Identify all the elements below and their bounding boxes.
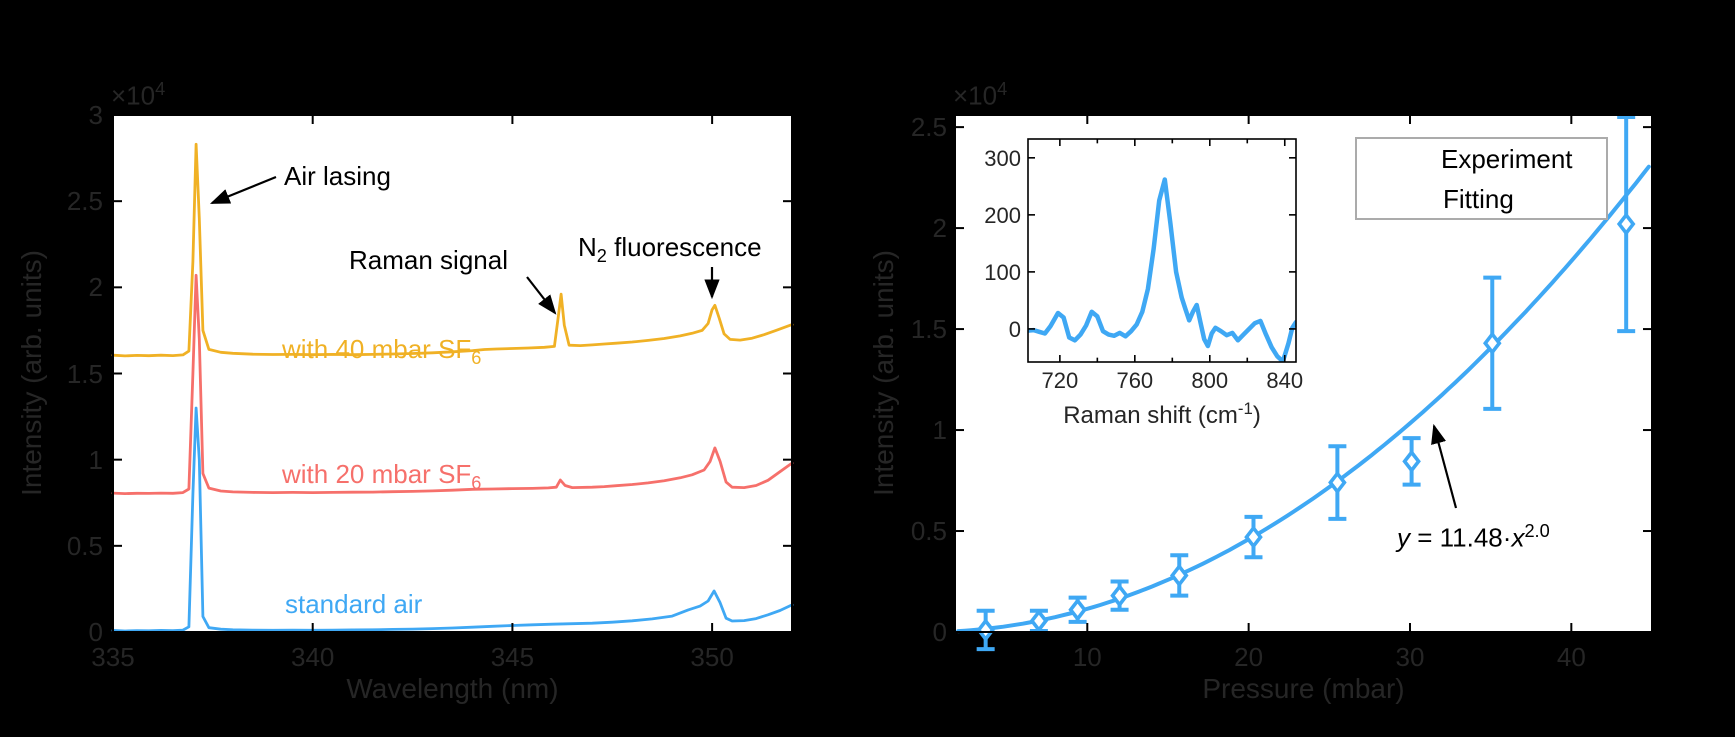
pressure-plot — [956, 115, 1651, 652]
axis-ticks — [1028, 139, 1296, 362]
panel-b-border — [954, 114, 1653, 633]
spectrum-curve-standard-air — [111, 406, 794, 633]
panel-a-x-tick-label: 340 — [291, 642, 335, 672]
diamond-marker — [1482, 331, 1502, 356]
diamond-marker — [1402, 449, 1421, 474]
diamond-marker — [1110, 583, 1129, 608]
panel-a-x-axis-label: Wavelength (nm) — [346, 673, 559, 704]
panel-a-border — [112, 114, 793, 633]
panel-b-y-tick-label: 1 — [932, 415, 947, 446]
experiment-point — [1110, 579, 1129, 612]
panel-a-plot-area — [113, 115, 792, 632]
panel-a-x-tick-label: 335 — [91, 642, 135, 672]
panel-b-x-axis-label: Pressure (mbar) — [1202, 673, 1405, 704]
panel-b-y-tick-label: 1.5 — [910, 314, 947, 345]
legend-box — [1355, 137, 1608, 220]
inset-x-tick-label: 800 — [1191, 368, 1229, 393]
inset-y-tick-label: 200 — [984, 202, 1021, 228]
experiment-point — [1328, 444, 1347, 521]
legend-label-experiment: Experiment — [1441, 144, 1573, 174]
annotation-air-lasing: Air lasing — [284, 161, 391, 191]
panel-a-y-tick-label: 0.5 — [66, 530, 103, 561]
panel-b-y-tick-label: 2 — [932, 213, 947, 244]
experiment-point — [1029, 608, 1049, 633]
air-lasing-arrow — [209, 175, 277, 205]
curve-label-40mbar-sf6: with 40 mbar SF6 — [282, 334, 482, 369]
spectrum-curve-40mbar-sf6 — [111, 142, 794, 358]
diamond-marker — [1244, 525, 1263, 550]
experiment-point — [1482, 275, 1502, 411]
panel-a-y-tick-label: 3 — [88, 100, 103, 130]
raman-signal-arrow — [526, 276, 557, 315]
experiment-point — [976, 608, 995, 652]
panel-a-y-tick-label: 1.5 — [66, 358, 103, 389]
curve-label-20mbar-sf6: with 20 mbar SF6 — [282, 459, 482, 494]
experiment-point — [1402, 436, 1421, 487]
experiment-point — [1068, 595, 1087, 624]
raman-inset — [1028, 177, 1296, 362]
inset-x-tick-label: 840 — [1266, 368, 1304, 393]
panel-a-x-tick-label: 345 — [490, 642, 535, 672]
diamond-marker — [1616, 212, 1636, 236]
inset-y-tick-label: 100 — [984, 259, 1021, 285]
annotation-n2-fluorescence: N2 fluorescence — [578, 232, 762, 267]
inset-x-axis-label: Raman shift (cm-1) — [1063, 399, 1261, 429]
panel-b-x-tick-label: 40 — [1556, 642, 1586, 672]
panel-b-exponent-label: ×104 — [953, 79, 1008, 111]
inset-y-tick-label: 300 — [984, 145, 1021, 171]
raman-spectrum-curve — [1028, 177, 1296, 362]
diamond-marker — [1029, 608, 1049, 633]
panel-a-y-tick-label: 0 — [88, 617, 103, 647]
legend-label-fitting: Fitting — [1443, 184, 1514, 214]
inset-border — [1027, 138, 1297, 363]
panel-b-y-tick-label: 0.5 — [910, 516, 947, 547]
spectrum-curve-20mbar-sf6 — [111, 273, 794, 496]
panel-a-x-tick-label: 350 — [690, 642, 734, 672]
panel-a-y-tick-label: 2 — [88, 272, 103, 303]
annotation-raman-signal: Raman signal — [349, 245, 508, 275]
panel-a-exponent-label: ×104 — [111, 79, 166, 111]
panel-b-x-tick-label: 10 — [1072, 642, 1102, 672]
panel-b-x-tick-label: 30 — [1395, 642, 1425, 672]
panel-a-y-tick-label: 2.5 — [66, 186, 103, 217]
fit-equation-arrow — [1431, 423, 1458, 509]
panel-a-y-tick-label: 1 — [88, 444, 103, 475]
annotation-fit-equation: y = 11.48·x2.0 — [1397, 521, 1550, 553]
curve-label-standard-air: standard air — [285, 589, 423, 619]
experiment-point — [1616, 115, 1636, 334]
experiment-point — [1169, 553, 1189, 598]
diamond-marker — [1068, 597, 1087, 622]
diamond-marker — [976, 618, 995, 642]
spectra-curves — [111, 142, 794, 633]
experiment-point — [1244, 514, 1263, 560]
inset-x-tick-label: 760 — [1116, 368, 1154, 393]
inset-x-tick-label: 720 — [1041, 368, 1079, 393]
panel-b-y-tick-label: 2.5 — [910, 112, 947, 143]
panel-b-y-tick-label: 0 — [932, 617, 947, 647]
diamond-marker — [1169, 563, 1189, 588]
annotation-arrows — [209, 175, 1458, 509]
panel-b-x-tick-label: 20 — [1234, 642, 1264, 672]
inset-y-tick-label: 0 — [1008, 316, 1021, 342]
diamond-marker — [1328, 470, 1347, 495]
